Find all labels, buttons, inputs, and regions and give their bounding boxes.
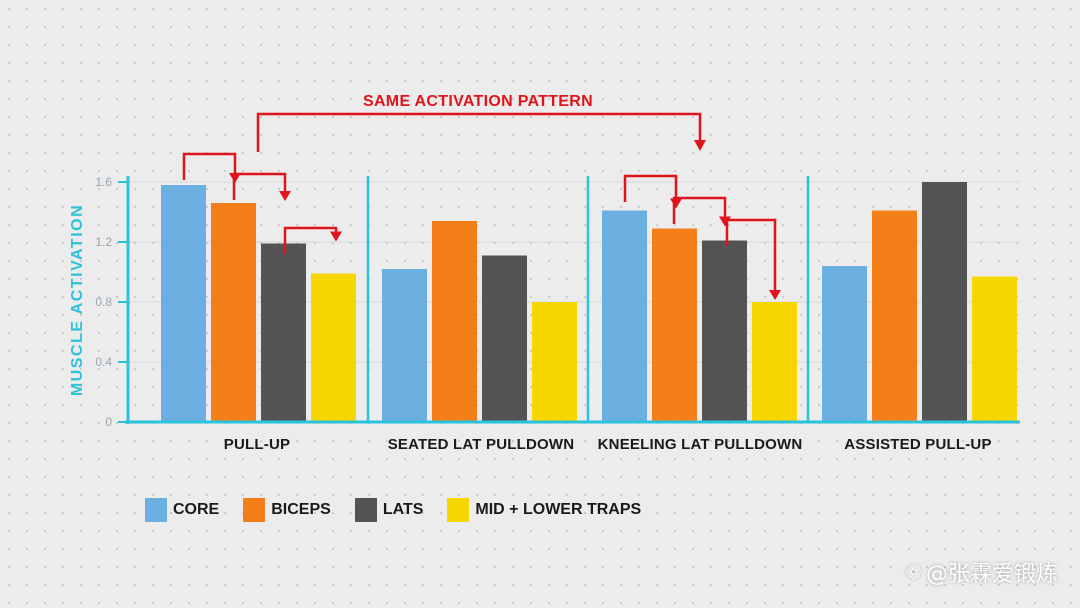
category-labels: PULL-UP SEATED LAT PULLDOWN KNEELING LAT P…: [224, 436, 992, 453]
y-axis-label: MUSCLE ACTIVATION: [69, 204, 86, 396]
bar-mid-lower-traps-1: [532, 302, 577, 422]
legend-label: LATS: [382, 501, 424, 518]
arrow-kneeling-biceps-to-lats-head: [719, 216, 731, 227]
legend-item: MID + LOWER TRAPS: [447, 498, 641, 522]
legend-swatch: [145, 498, 167, 522]
category-label: KNEELING LAT PULLDOWN: [598, 436, 803, 453]
arrow-core-to-biceps: [182, 152, 237, 180]
bar-core-0: [161, 185, 206, 422]
annotation-arrows: [182, 112, 781, 300]
legend-swatch: [243, 498, 266, 522]
legend-item: LATS: [354, 498, 424, 522]
camera-paw-icon: ❁: [905, 560, 922, 584]
legend-swatch: [354, 498, 377, 522]
y-tick-label: 0.4: [95, 355, 112, 369]
legend-label: BICEPS: [271, 501, 331, 518]
arrow-same-pattern: [256, 112, 702, 152]
legend-label: CORE: [173, 501, 220, 518]
arrow-lats-to-traps-head: [330, 231, 342, 242]
bar-core-1: [382, 269, 427, 422]
bar-lats-2: [702, 240, 747, 422]
y-tick-label: 0: [105, 415, 112, 429]
bar-mid-lower-traps-0: [311, 273, 356, 422]
bar-biceps-2: [652, 228, 697, 422]
y-tick-label: 0.8: [95, 295, 112, 309]
annotation-text: SAME ACTIVATION PATTERN: [363, 93, 593, 110]
watermark-text: @张霖爱锻炼: [925, 562, 1058, 587]
arrow-lats-to-traps: [283, 226, 338, 254]
arrow-biceps-to-lats-head: [279, 191, 291, 201]
arrow-kneeling-lats-to-traps-head: [769, 290, 781, 300]
category-label: PULL-UP: [224, 436, 290, 453]
bar-mid-lower-traps-3: [972, 276, 1017, 422]
bar-lats-0: [261, 243, 306, 422]
arrow-biceps-to-lats: [232, 172, 287, 200]
bar-lats-1: [482, 255, 527, 422]
category-label: ASSISTED PULL-UP: [844, 436, 991, 453]
bar-lats-3: [922, 182, 967, 422]
legend-label: MID + LOWER TRAPS: [475, 501, 642, 518]
axes: [125, 176, 1020, 424]
watermark: ❁ @张霖爱锻炼: [905, 556, 1058, 588]
arrow-kneeling-core-to-biceps: [623, 174, 678, 202]
bars: [161, 182, 1017, 422]
legend-swatch: [447, 498, 470, 522]
category-label: SEATED LAT PULLDOWN: [388, 436, 575, 453]
legend-item: BICEPS: [243, 498, 331, 522]
arrow-kneeling-lats-to-traps: [725, 218, 777, 292]
arrow-kneeling-core-to-biceps-head: [670, 198, 682, 209]
bar-core-3: [822, 266, 867, 422]
bar-biceps-1: [432, 221, 477, 422]
arrow-same-pattern-head: [694, 140, 706, 151]
legend: CORE BICEPS LATS MID + LOWER TRAPS: [145, 498, 665, 522]
bar-biceps-3: [872, 210, 917, 422]
bar-mid-lower-traps-2: [752, 302, 797, 422]
y-tick-labels: 0 0.4 0.8 1.2 1.6: [95, 175, 128, 429]
arrow-kneeling-biceps-to-lats: [672, 196, 727, 224]
bar-core-2: [602, 210, 647, 422]
y-tick-label: 1.2: [95, 235, 112, 249]
legend-item: CORE: [145, 498, 219, 522]
bar-biceps-0: [211, 203, 256, 422]
y-tick-label: 1.6: [95, 175, 112, 189]
group-separators: [366, 176, 810, 422]
